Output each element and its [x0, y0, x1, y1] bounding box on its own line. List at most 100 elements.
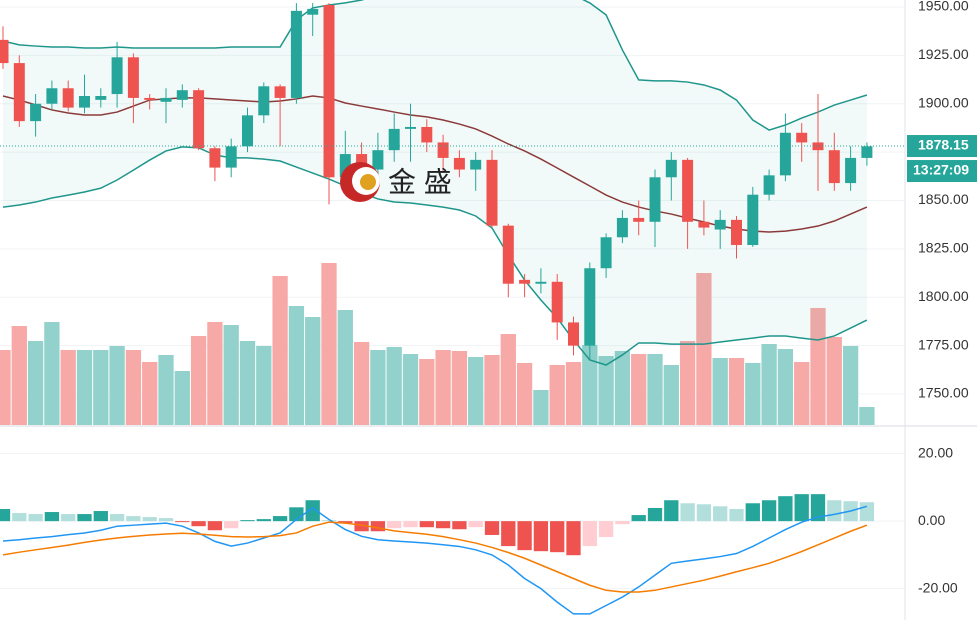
macd-bar	[729, 508, 744, 522]
candle-body	[111, 57, 123, 95]
volume-bar	[305, 317, 321, 425]
macd-bar	[435, 521, 451, 529]
macd-bar	[240, 520, 255, 522]
y-tick-label: 1750.00	[918, 385, 969, 401]
volume-bar	[223, 325, 239, 425]
macd-bar	[647, 507, 663, 522]
macd-bar	[810, 494, 826, 522]
macd-bar	[44, 512, 60, 522]
volume-bar	[386, 347, 402, 425]
candle-body	[160, 97, 172, 102]
candle-body	[339, 154, 351, 178]
candle-body	[568, 322, 579, 346]
volume-bar	[353, 342, 370, 425]
y-tick-label: 20.00	[918, 444, 953, 460]
volume-bar	[696, 273, 712, 425]
candle-body	[323, 5, 335, 178]
macd-bar	[142, 517, 157, 522]
candle-body	[290, 10, 302, 98]
candle-body	[225, 146, 237, 168]
last-price-box	[907, 135, 977, 158]
macd-bar	[696, 504, 712, 522]
volume-bar	[60, 350, 76, 425]
macd-bar	[0, 508, 11, 522]
macd-bar	[321, 520, 337, 522]
macd-bar	[631, 515, 646, 522]
last-price-label: 1878.15	[918, 137, 969, 153]
candle-body	[861, 146, 873, 158]
volume-bar	[631, 354, 647, 425]
candle-body	[388, 128, 400, 151]
volume-bar	[565, 362, 582, 425]
volume-bar	[614, 351, 631, 425]
volume-bar	[549, 365, 565, 425]
volume-bar	[142, 362, 158, 425]
candle-body	[600, 237, 612, 269]
volume-bar	[468, 357, 484, 425]
candle-body	[144, 97, 156, 100]
candle-body	[502, 225, 514, 284]
candle-body	[95, 95, 107, 100]
y-tick-label: 0.00	[918, 512, 945, 528]
candle-body	[62, 88, 74, 108]
macd-bar	[517, 521, 532, 551]
macd-bar	[28, 514, 43, 522]
macd-bar	[533, 521, 549, 552]
macd-bar	[452, 521, 467, 530]
candle-body	[258, 86, 270, 116]
volume-bar	[190, 336, 207, 425]
macd-bar	[761, 500, 777, 522]
candle-body	[46, 88, 58, 104]
candle-body	[405, 126, 416, 129]
y-tick-label: 1950.00	[918, 0, 969, 14]
volume-bar	[484, 355, 500, 425]
candle-body	[242, 115, 253, 147]
volume-bar	[174, 371, 190, 425]
candle-body	[535, 281, 547, 284]
candle-body	[209, 148, 221, 168]
volume-bar	[826, 337, 842, 425]
candle-body	[356, 154, 368, 170]
watermark: 金 盛	[340, 162, 452, 202]
macd-line	[2, 521, 868, 593]
volume-bar	[435, 350, 451, 425]
macd-bar	[794, 494, 809, 522]
volume-bar	[451, 351, 468, 425]
candle-body	[307, 8, 319, 15]
volume-bar	[272, 276, 288, 425]
candle-body	[0, 39, 9, 64]
macd-bar	[484, 521, 500, 535]
macd-line	[2, 505, 868, 615]
band-fill	[3, 0, 867, 366]
y-tick-label: 1775.00	[918, 336, 969, 352]
volume-bar	[582, 345, 598, 425]
volume-bar	[27, 341, 44, 425]
candle-body	[274, 86, 286, 98]
macd-bar	[582, 521, 597, 547]
volume-bar	[93, 350, 109, 425]
volume-bar	[402, 354, 419, 425]
y-tick-label: 1800.00	[918, 288, 969, 304]
band-line	[2, 146, 868, 366]
volume-bar	[288, 306, 305, 425]
candle-body	[763, 175, 775, 195]
candle-body	[519, 279, 531, 284]
volume-bar	[663, 365, 679, 425]
macd-bar	[224, 521, 239, 529]
macd-bar	[305, 500, 320, 522]
volume-bar	[500, 334, 516, 425]
macd-bar	[207, 521, 223, 531]
macd-bar	[109, 514, 125, 522]
macd-bar	[501, 521, 516, 547]
candle-body	[30, 103, 42, 122]
candle-body	[714, 219, 726, 230]
y-tick-label: -20.00	[918, 579, 958, 595]
volume-bar	[859, 407, 875, 425]
macd-bar	[256, 519, 271, 522]
macd-pane	[0, 453, 905, 615]
volume-bar	[712, 358, 728, 425]
macd-bar	[354, 521, 369, 532]
macd-bar	[158, 518, 174, 522]
volume-bar	[44, 322, 60, 425]
